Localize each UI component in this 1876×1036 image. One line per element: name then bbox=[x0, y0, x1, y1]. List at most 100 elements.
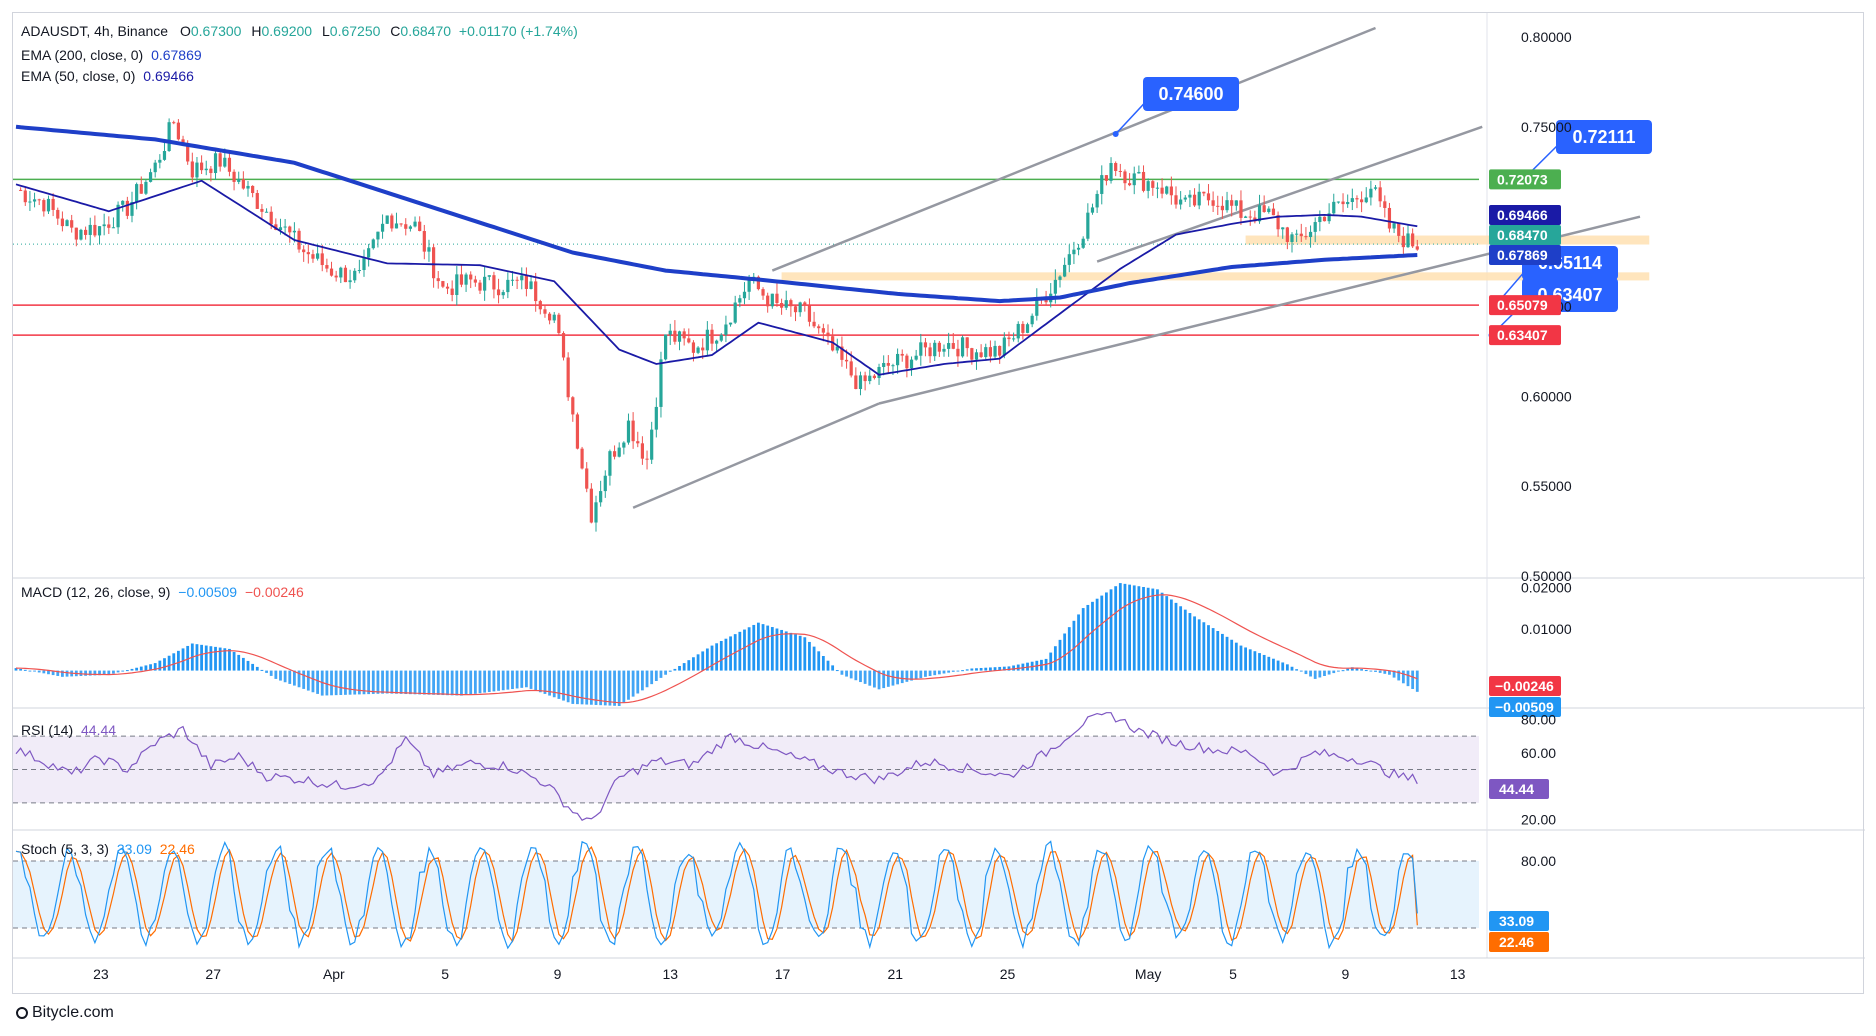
macd-bar bbox=[125, 670, 129, 672]
macd-bar bbox=[107, 670, 111, 675]
candle-body bbox=[153, 162, 157, 173]
candle-body bbox=[863, 375, 867, 382]
ema200-legend[interactable]: EMA (200, close, 0) 0.67869 bbox=[21, 47, 202, 63]
stoch-legend[interactable]: Stoch (5, 3, 3) 33.09 22.46 bbox=[21, 841, 195, 857]
macd-legend[interactable]: MACD (12, 26, close, 9) −0.00509 −0.0024… bbox=[21, 584, 304, 600]
candle-body bbox=[803, 302, 807, 306]
macd-bar bbox=[1337, 670, 1340, 672]
macd-signal-line bbox=[15, 594, 1418, 704]
macd-bar bbox=[1160, 592, 1164, 671]
candle-body bbox=[427, 247, 431, 252]
candle-body bbox=[789, 300, 793, 307]
macd-bar bbox=[446, 670, 449, 696]
chart-canvas[interactable]: 0.746000.721110.651140.634070.800000.750… bbox=[13, 13, 1865, 995]
candle-body bbox=[325, 265, 329, 269]
rsi-legend[interactable]: RSI (14) 44.44 bbox=[21, 722, 116, 738]
candle-body bbox=[158, 159, 162, 163]
macd-bar bbox=[1156, 589, 1159, 671]
macd-bar bbox=[1272, 658, 1275, 671]
macd-bar bbox=[1053, 646, 1057, 671]
candle-body bbox=[181, 139, 185, 145]
macd-bar bbox=[808, 641, 811, 671]
candle-body bbox=[371, 239, 375, 249]
macd-bar bbox=[1369, 670, 1373, 672]
candle-body bbox=[28, 201, 32, 203]
macd-bar bbox=[432, 670, 435, 695]
candle-body bbox=[761, 289, 765, 296]
candle-body bbox=[487, 275, 491, 277]
candle-body bbox=[858, 375, 863, 390]
macd-bar bbox=[1118, 583, 1122, 671]
macd-bar bbox=[515, 670, 519, 689]
macd-bar bbox=[1169, 599, 1173, 671]
candle-body bbox=[979, 352, 983, 358]
candle-body bbox=[264, 211, 269, 213]
rsi-label: RSI (14) bbox=[21, 722, 74, 738]
macd-bar bbox=[631, 670, 635, 697]
candle-body bbox=[1211, 200, 1215, 206]
macd-bar bbox=[1309, 670, 1312, 677]
candle-body bbox=[933, 342, 937, 357]
macd-bar bbox=[241, 657, 245, 671]
macd-bar bbox=[385, 670, 389, 694]
candle-body bbox=[186, 144, 190, 162]
candle-body bbox=[928, 347, 932, 357]
macd-bar bbox=[209, 646, 213, 671]
candle-body bbox=[302, 249, 306, 253]
time-tick-label: 21 bbox=[887, 966, 903, 982]
macd-bar bbox=[339, 670, 343, 695]
candle-body bbox=[622, 442, 626, 448]
candle-body bbox=[1406, 233, 1410, 248]
candle-body bbox=[1387, 207, 1392, 229]
macd-bar bbox=[928, 670, 932, 676]
macd-bar bbox=[172, 653, 176, 671]
macd-bar bbox=[576, 670, 579, 705]
candle-body bbox=[1169, 186, 1173, 196]
macd-bar bbox=[1318, 670, 1322, 678]
macd-bar bbox=[1341, 670, 1345, 672]
macd-bar bbox=[617, 670, 621, 706]
candle-body bbox=[79, 229, 83, 240]
macd-tag-bg bbox=[1489, 697, 1561, 717]
macd-bar bbox=[367, 670, 371, 695]
macd-bar bbox=[1132, 585, 1136, 671]
macd-bar bbox=[900, 670, 904, 684]
candle-body bbox=[1230, 200, 1234, 206]
candle-body bbox=[561, 333, 566, 358]
candle-body bbox=[288, 226, 292, 233]
symbol-label[interactable]: ADAUSDT, 4h, Binance bbox=[21, 23, 169, 39]
macd-bar bbox=[1100, 595, 1104, 671]
candle-body bbox=[1290, 234, 1294, 242]
macd-bar bbox=[1086, 604, 1090, 671]
price-legend: ADAUSDT, 4h, Binance O0.67300 H0.69200 L… bbox=[21, 23, 578, 39]
candle-body bbox=[1104, 175, 1108, 181]
candle-body bbox=[557, 314, 561, 334]
ema50-legend[interactable]: EMA (50, close, 0) 0.69466 bbox=[21, 68, 194, 84]
macd-bar bbox=[1304, 670, 1308, 675]
stoch-tick-label: 80.00 bbox=[1521, 853, 1556, 869]
candle-body bbox=[172, 122, 176, 124]
candle-body bbox=[1299, 233, 1303, 237]
candle-body bbox=[1155, 187, 1160, 189]
macd-bar bbox=[1109, 589, 1113, 671]
macd-bar bbox=[738, 631, 742, 671]
macd-bar bbox=[821, 656, 825, 671]
macd-bar bbox=[14, 668, 18, 671]
candle-body bbox=[1012, 338, 1016, 340]
open-label: O bbox=[179, 23, 191, 39]
candle-body bbox=[974, 352, 979, 360]
macd-bar bbox=[645, 670, 649, 688]
candle-body bbox=[636, 441, 640, 444]
candle-body bbox=[42, 200, 46, 212]
candle-body bbox=[436, 278, 440, 282]
macd-bar bbox=[673, 668, 677, 671]
macd-bar bbox=[1378, 670, 1382, 673]
candle-body bbox=[1081, 238, 1085, 248]
macd-bar bbox=[1397, 670, 1401, 681]
candle-body bbox=[218, 153, 222, 167]
macd-bar bbox=[404, 670, 408, 695]
macd-bar bbox=[1211, 628, 1215, 671]
macd-bar bbox=[757, 622, 760, 671]
candle-body bbox=[1007, 337, 1011, 340]
macd-bar bbox=[357, 670, 361, 695]
